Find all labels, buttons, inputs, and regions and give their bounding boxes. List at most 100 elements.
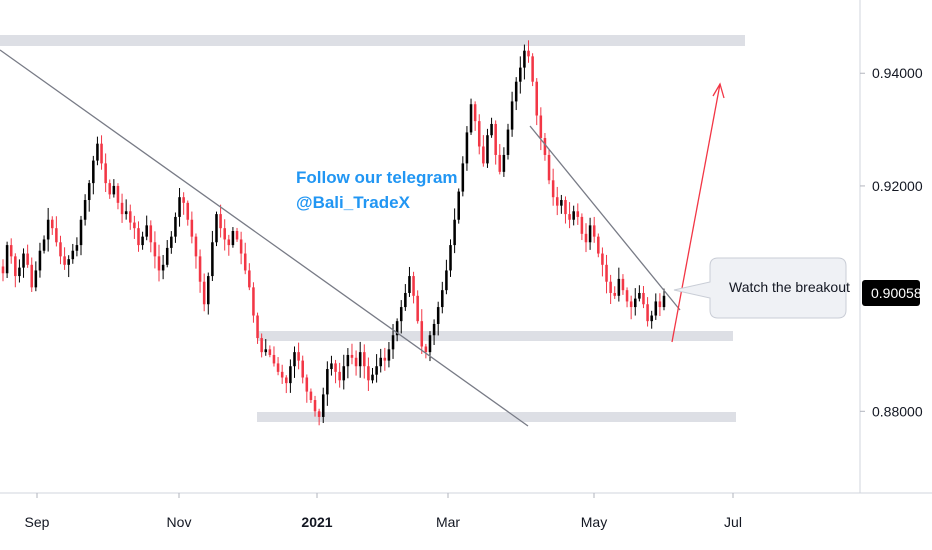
candle-down	[416, 290, 419, 324]
candle-down	[285, 375, 288, 394]
candle-down	[580, 213, 584, 241]
candle-body	[367, 366, 370, 381]
candle-body	[502, 154, 506, 172]
candle-down	[531, 53, 534, 87]
candle-down	[100, 135, 103, 170]
candle-down	[621, 274, 625, 295]
candle-up	[342, 354, 346, 390]
candle-body	[116, 185, 120, 203]
candle-body	[416, 295, 419, 322]
candle-down	[547, 149, 551, 185]
candle-body	[137, 228, 140, 246]
candle-up	[404, 284, 407, 311]
candle-body	[625, 290, 629, 302]
candle-down	[609, 274, 612, 304]
candle-up	[486, 128, 489, 168]
candle-up	[330, 355, 333, 376]
candle-body	[539, 115, 543, 139]
candle-body	[399, 307, 403, 322]
candle-body	[165, 247, 169, 265]
candles-layer	[1, 40, 666, 426]
candle-body	[243, 253, 247, 271]
candle-body	[190, 219, 194, 237]
candle-body	[50, 219, 54, 229]
candle-body	[38, 250, 42, 271]
candle-body	[202, 281, 206, 305]
candle-body	[638, 292, 641, 299]
last-price-tag: 0.90058	[862, 280, 922, 306]
candle-up	[490, 117, 493, 138]
candle-up	[215, 211, 218, 247]
short-trendline[interactable]	[529, 125, 681, 311]
candle-body	[477, 121, 481, 147]
candle-body	[379, 357, 382, 367]
candle-body	[482, 146, 485, 164]
candle-body	[555, 197, 559, 206]
candle-body	[22, 253, 25, 268]
candle-body	[87, 183, 91, 201]
candle-body	[461, 163, 465, 192]
candle-down	[629, 295, 633, 320]
forecast-arrow[interactable]	[671, 82, 725, 343]
candle-body	[92, 160, 95, 184]
candle-body	[260, 338, 263, 353]
candle-body	[149, 225, 153, 243]
trendline-layer	[0, 49, 681, 427]
long-trendline[interactable]	[0, 49, 529, 427]
candle-down	[551, 168, 555, 206]
candle-down	[280, 364, 284, 384]
candle-up	[5, 241, 9, 278]
candle-down	[584, 223, 588, 253]
resistance-zone-top	[0, 35, 745, 46]
candle-down	[477, 114, 481, 155]
candle-body	[317, 411, 321, 417]
price-scale[interactable]: 0.94000 0.92000 0.88000 0.90058	[859, 0, 923, 493]
candle-body	[408, 276, 411, 293]
callout-bubble[interactable]: Watch the breakout	[673, 257, 850, 319]
candle-down	[592, 216, 596, 243]
candle-down	[190, 211, 194, 244]
candle-down	[104, 153, 107, 192]
candle-down	[301, 355, 304, 384]
candle-down	[59, 235, 62, 265]
candle-down	[219, 204, 222, 238]
candle-body	[34, 270, 38, 288]
candle-down	[564, 196, 567, 224]
candle-body	[572, 211, 575, 220]
candle-down	[243, 242, 247, 275]
candle-body	[83, 200, 87, 220]
candle-down	[494, 120, 497, 165]
candle-up	[174, 212, 177, 243]
candle-body	[654, 301, 658, 316]
candle-down	[248, 263, 251, 291]
time-scale[interactable]: Sep Nov 2021 Mar May Jul	[0, 492, 932, 530]
candle-body	[215, 214, 218, 243]
candle-body	[432, 323, 436, 336]
candle-body	[354, 357, 358, 367]
candle-up	[617, 267, 621, 302]
candle-up	[469, 98, 473, 135]
y-tick-label: 0.92000	[872, 178, 923, 194]
candle-body	[186, 202, 190, 220]
candle-down	[9, 238, 13, 264]
x-tick-label: Sep	[25, 514, 50, 530]
candle-body	[297, 352, 300, 361]
candle-body	[551, 180, 555, 198]
candle-body	[129, 211, 132, 223]
candle-body	[59, 242, 62, 257]
candle-body	[96, 143, 99, 161]
candle-body	[592, 225, 596, 237]
candle-body	[198, 256, 202, 282]
candle-down	[473, 101, 477, 131]
candle-body	[646, 304, 649, 322]
candle-up	[650, 310, 653, 329]
candle-up	[514, 77, 518, 111]
candle-down	[227, 234, 231, 256]
candle-body	[629, 301, 633, 308]
candle-body	[334, 363, 337, 372]
candle-down	[367, 357, 370, 391]
candle-body	[543, 138, 547, 155]
candle-body	[371, 374, 374, 381]
candle-body	[576, 211, 580, 217]
